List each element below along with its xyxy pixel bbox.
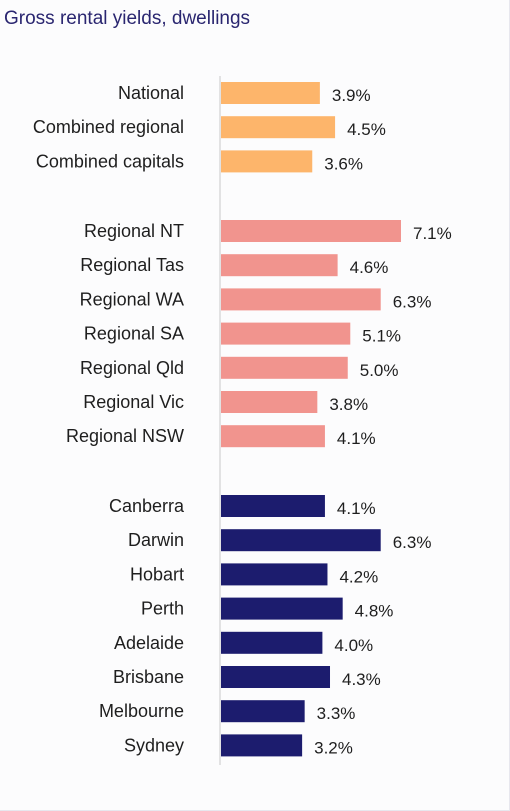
category-label: Brisbane — [113, 667, 184, 687]
category-label: Regional NT — [84, 221, 184, 241]
category-label: Combined regional — [33, 117, 184, 137]
data-label: 3.2% — [314, 738, 353, 757]
category-label: Perth — [141, 599, 184, 619]
data-label: 4.5% — [347, 120, 386, 139]
bar — [221, 220, 401, 242]
bar — [221, 254, 338, 277]
data-label: 4.3% — [342, 670, 381, 689]
data-label: 7.1% — [413, 224, 452, 243]
data-label: 5.1% — [362, 327, 401, 346]
category-label: Regional Qld — [80, 358, 184, 378]
bar — [221, 495, 325, 517]
bar — [221, 356, 348, 379]
data-label: 3.9% — [332, 86, 371, 105]
bar — [221, 734, 303, 757]
data-label: 3.8% — [329, 395, 368, 414]
category-label: Adelaide — [114, 633, 184, 653]
bar — [221, 82, 320, 104]
bar — [221, 322, 351, 345]
data-label: 4.1% — [337, 499, 376, 518]
category-label: Combined capitals — [36, 151, 184, 171]
category-label: Regional NSW — [66, 426, 184, 446]
category-label: Regional Vic — [83, 392, 184, 412]
bar — [221, 631, 323, 654]
bar — [221, 391, 318, 413]
bar — [221, 529, 381, 552]
bar — [221, 597, 343, 620]
category-label: Melbourne — [99, 701, 184, 721]
data-label: 4.2% — [339, 567, 378, 586]
bar — [221, 288, 381, 311]
category-label: Sydney — [124, 735, 184, 755]
bar — [221, 425, 325, 448]
bar — [221, 563, 328, 586]
data-label: 5.0% — [360, 361, 399, 380]
data-label: 4.6% — [350, 258, 389, 277]
category-label: Hobart — [130, 564, 184, 584]
bar — [221, 150, 313, 173]
category-label: National — [118, 83, 184, 103]
category-label: Canberra — [109, 496, 185, 516]
bar — [221, 666, 331, 688]
bar — [221, 700, 305, 723]
chart-title: Gross rental yields, dwellings — [4, 8, 251, 29]
category-label: Regional Tas — [80, 255, 184, 275]
data-label: 4.8% — [355, 602, 394, 621]
data-label: 6.3% — [393, 292, 432, 311]
category-label: Regional WA — [80, 289, 184, 309]
bar — [221, 116, 336, 139]
data-label: 6.3% — [393, 533, 432, 552]
data-label: 3.3% — [317, 704, 356, 723]
data-label: 3.6% — [324, 154, 363, 173]
data-label: 4.1% — [337, 429, 376, 448]
category-label: Darwin — [128, 530, 184, 550]
category-label: Regional SA — [84, 324, 184, 344]
data-label: 4.0% — [334, 636, 373, 655]
